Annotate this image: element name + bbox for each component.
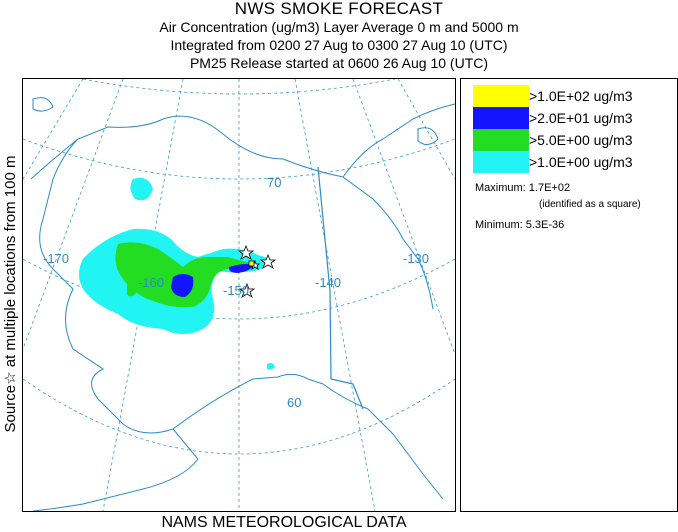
subtitle-integration: Integrated from 0200 27 Aug to 0300 27 A… xyxy=(170,37,508,53)
alaska-border xyxy=(317,166,364,410)
source-star-icon xyxy=(238,282,256,298)
lon-label: -140 xyxy=(315,275,341,290)
smoke-plume xyxy=(79,177,275,370)
map-panel: -170 -160 -150 -140 -130 70 60 xyxy=(22,78,456,512)
met-data-footer: NAMS METEOROLOGICAL DATA xyxy=(161,514,407,531)
maximum-note: (identified as a square) xyxy=(539,199,641,210)
meridian-line xyxy=(352,79,455,356)
plume-ge-1 xyxy=(267,363,275,370)
alaska-south-coast xyxy=(172,373,444,500)
island xyxy=(32,97,54,112)
legend-item: >1.0E+00 ug/m3 xyxy=(473,151,673,173)
subtitle-release: PM25 Release started at 0600 26 Aug 10 (… xyxy=(189,55,489,71)
meridian-line xyxy=(294,79,376,511)
lon-label: -130 xyxy=(403,251,429,266)
alaska-west-coast xyxy=(32,138,199,511)
legend-item: >5.0E+00 ug/m3 xyxy=(473,129,673,151)
legend-item: >1.0E+02 ug/m3 xyxy=(473,85,673,107)
source-side-label-text: Source☆ at multiple locations from 100 m xyxy=(2,155,19,433)
alaska-north-coast xyxy=(30,115,434,310)
lon-label: -170 xyxy=(43,251,69,266)
chart-title: NWS SMOKE FORECAST xyxy=(234,0,444,18)
legend-label: >1.0E+00 ug/m3 xyxy=(529,154,633,170)
source-side-label: Source☆ at multiple locations from 100 m xyxy=(0,78,20,510)
source-markers xyxy=(237,244,277,298)
lat-label: 60 xyxy=(287,395,301,410)
smoke-map: -170 -160 -150 -140 -130 70 60 xyxy=(23,79,455,511)
maximum-value: Maximum: 1.7E+02 xyxy=(475,182,571,194)
legend-label: >5.0E+00 ug/m3 xyxy=(529,132,633,148)
lat-label: 70 xyxy=(267,175,281,190)
legend-swatch xyxy=(473,85,529,107)
plume-ge-1 xyxy=(130,177,153,201)
meridian-line xyxy=(397,79,455,180)
graticule xyxy=(23,79,455,511)
legend-panel: >1.0E+02 ug/m3 >2.0E+01 ug/m3 >5.0E+00 u… xyxy=(460,78,678,512)
maximum-square xyxy=(248,260,255,267)
legend-label: >1.0E+02 ug/m3 xyxy=(529,88,633,104)
canadian-arctic-coast xyxy=(342,103,455,178)
parallel-line xyxy=(23,138,455,180)
legend-swatch xyxy=(473,129,529,151)
legend-label: >2.0E+01 ug/m3 xyxy=(529,110,633,126)
island xyxy=(417,127,439,145)
parallel-line xyxy=(82,79,396,95)
coastlines xyxy=(30,97,455,511)
meridian-line xyxy=(102,79,184,511)
source-star-icon xyxy=(237,244,255,260)
legend-swatch xyxy=(473,151,529,173)
legend-swatch xyxy=(473,107,529,129)
lon-label: -160 xyxy=(138,275,164,290)
meridian-line xyxy=(23,79,84,180)
source-star-icon xyxy=(259,253,277,269)
plume-ge-20 xyxy=(228,263,255,273)
minimum-value: Minimum: 5.3E-36 xyxy=(475,219,565,231)
subtitle-concentration: Air Concentration (ug/m3) Layer Average … xyxy=(159,19,519,35)
plume-ge-20 xyxy=(171,274,194,297)
lon-label: -150 xyxy=(223,283,249,298)
meridian-line xyxy=(23,79,124,351)
plume-ge-5 xyxy=(127,284,137,297)
legend-item: >2.0E+01 ug/m3 xyxy=(473,107,673,129)
